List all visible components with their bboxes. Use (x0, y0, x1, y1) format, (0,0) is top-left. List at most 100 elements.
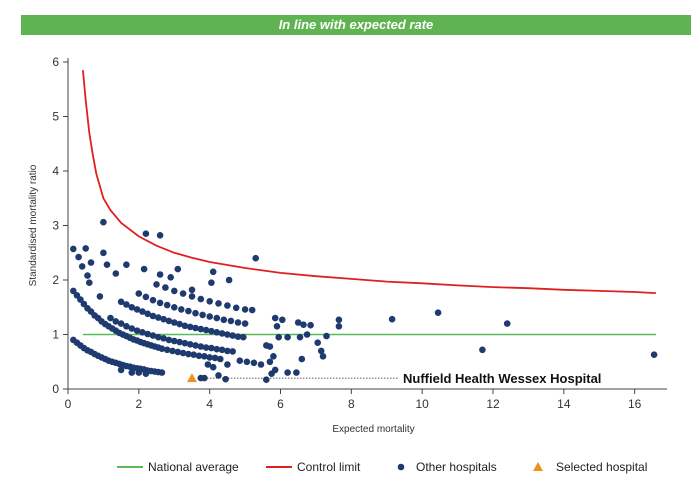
y-axis-title: Standardised mortality ratio (28, 164, 39, 286)
other-hospital-point (100, 249, 107, 257)
other-hospital-point (171, 304, 178, 311)
other-hospital-point (153, 281, 160, 288)
other-hospital-point (190, 351, 197, 359)
other-hospital-point (218, 330, 226, 337)
other-hospital-point (163, 301, 171, 309)
legend-control-limit-label: Control limit (297, 460, 361, 474)
other-hospital-point (86, 279, 93, 287)
other-hospital-point (195, 352, 203, 360)
other-hospital-point (70, 287, 77, 295)
legend-other-hospitals-label: Other hospitals (416, 460, 497, 474)
other-hospital-point (185, 350, 192, 358)
other-hospital-point (650, 351, 658, 359)
control-limit-curve (82, 70, 656, 294)
other-hospital-point (117, 366, 125, 374)
other-hospital-point (202, 326, 210, 334)
other-hospital-point (224, 331, 231, 338)
y-tick-label: 0 (52, 382, 59, 396)
other-hospitals-points (70, 218, 658, 384)
other-hospital-point (167, 274, 174, 281)
other-hospital-point (87, 259, 95, 266)
y-tick-label: 6 (52, 55, 59, 69)
other-hospital-point (179, 290, 187, 297)
legend-other-hospitals-swatch (397, 463, 405, 471)
other-hospital-point (323, 332, 330, 340)
x-tick-label: 16 (628, 397, 642, 411)
y-tick-label: 5 (52, 110, 59, 124)
other-hospital-point (162, 284, 169, 291)
other-hospital-point (155, 314, 162, 321)
other-hospital-point (209, 363, 217, 371)
other-hospital-point (234, 333, 242, 341)
other-hospital-point (252, 254, 259, 262)
x-tick-label: 14 (557, 397, 571, 411)
other-hospital-point (284, 369, 291, 376)
other-hospital-point (96, 293, 104, 300)
selected-hospital-marker (186, 373, 197, 383)
other-hospital-point (174, 348, 182, 356)
other-hospital-point (186, 323, 194, 331)
other-hospital-point (112, 318, 120, 325)
other-hospital-point (213, 314, 221, 322)
other-hospital-point (206, 354, 213, 361)
other-hospital-point (257, 361, 265, 368)
other-hospital-point (142, 293, 150, 301)
other-hospital-point (250, 359, 258, 367)
other-hospital-point (192, 309, 199, 317)
other-hospital-point (133, 306, 141, 313)
other-hospital-point (142, 370, 150, 378)
other-hospital-point (279, 316, 286, 324)
other-hospital-point (215, 372, 222, 379)
selected-hospital-group: Nuffield Health Wessex Hospital (186, 371, 601, 386)
other-hospital-point (199, 311, 206, 319)
other-hospital-point (176, 320, 183, 328)
x-tick-label: 10 (415, 397, 429, 411)
other-hospital-point (176, 338, 183, 346)
other-hospital-point (144, 330, 151, 338)
other-hospital-point (112, 270, 120, 277)
other-hospital-point (77, 296, 84, 303)
other-hospital-point (479, 346, 486, 354)
other-hospital-point (240, 333, 247, 341)
x-axis-title: Expected mortality (332, 424, 414, 435)
other-hospital-point (149, 312, 157, 320)
legend-selected-hospital-label: Selected hospital (556, 460, 647, 474)
other-hospital-point (123, 323, 130, 330)
other-hospital-point (135, 290, 143, 297)
legend-selected-hospital-swatch (533, 462, 543, 471)
other-hospital-point (82, 245, 89, 252)
reference-lines (82, 70, 656, 336)
other-hospital-point (181, 339, 189, 347)
other-hospital-point (206, 298, 213, 305)
other-hospital-point (217, 355, 224, 363)
other-hospital-point (142, 230, 150, 237)
other-hospital-point (303, 331, 311, 338)
other-hospital-point (209, 268, 217, 276)
other-hospital-point (236, 357, 244, 365)
chart-legend: National average Control limit Other hospi… (117, 460, 647, 474)
other-hospital-point (171, 287, 178, 295)
other-hospital-point (192, 324, 199, 332)
other-hospital-point (165, 317, 173, 325)
other-hospital-point (156, 299, 164, 307)
other-hospital-point (241, 306, 249, 313)
y-tick-label: 1 (52, 328, 59, 342)
other-hospital-point (160, 315, 167, 323)
other-hospital-point (70, 245, 77, 253)
other-hospital-point (185, 307, 192, 315)
other-hospital-point (229, 348, 236, 355)
other-hospital-point (158, 345, 166, 353)
other-hospital-point (224, 361, 231, 368)
other-hospital-point (133, 327, 141, 335)
other-hospital-point (273, 323, 281, 330)
other-hospital-point (186, 341, 194, 348)
other-hospital-point (284, 333, 291, 341)
other-hospital-point (174, 265, 182, 273)
other-hospital-point (123, 261, 130, 269)
other-hospital-point (75, 253, 82, 261)
other-hospital-point (206, 313, 213, 320)
other-hospital-point (144, 310, 151, 318)
x-tick-label: 4 (206, 397, 213, 411)
x-tick-label: 2 (135, 397, 142, 411)
